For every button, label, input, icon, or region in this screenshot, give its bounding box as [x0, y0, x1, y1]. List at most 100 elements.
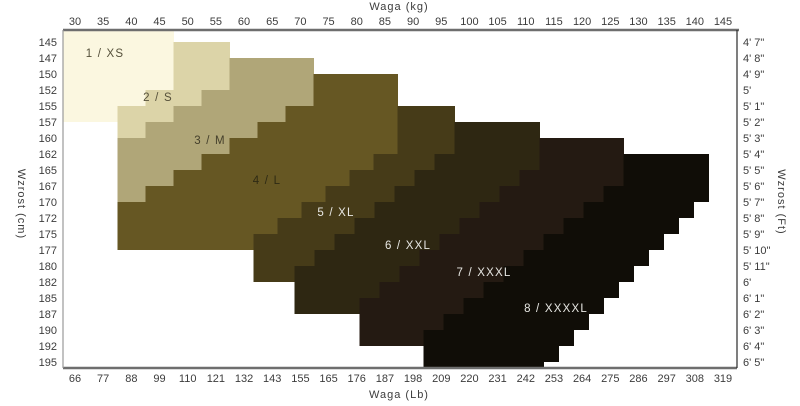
lb-tick-label: 88: [125, 373, 137, 385]
size-band-step: [539, 154, 624, 170]
size-band-step: [301, 202, 375, 218]
size-band-step: [62, 30, 174, 42]
size-band-step: [253, 250, 315, 266]
size-band-step: [423, 330, 574, 346]
ft-tick-label: 5' 1": [743, 101, 764, 113]
lb-tick-label: 66: [69, 373, 81, 385]
size-band-step: [334, 234, 440, 250]
kg-tick-label: 130: [629, 16, 647, 28]
ft-tick-label: 4' 8": [743, 53, 764, 65]
lb-tick-label: 99: [153, 373, 165, 385]
kg-tick-label: 80: [351, 16, 363, 28]
cm-tick-label: 187: [39, 309, 57, 321]
kg-tick-label: 140: [686, 16, 704, 28]
ft-tick-label: 5' 6": [743, 181, 764, 193]
kg-tick-label: 45: [153, 16, 165, 28]
size-band-step: [285, 106, 398, 122]
size-band-step: [373, 154, 435, 170]
size-band-step: [459, 218, 564, 234]
cm-tick-label: 165: [39, 165, 57, 177]
ft-tick-label: 5' 11": [743, 261, 770, 273]
size-band-xxxl: [359, 138, 624, 346]
size-band-xl: [253, 106, 455, 282]
kg-tick-label: 120: [573, 16, 591, 28]
size-band-step: [439, 234, 544, 250]
right-axis-ticks: 4' 7" 4' 8" 4' 9" 5' 5' 1" 5' 2" 5' 3" 5' 4" 5' …: [743, 37, 771, 369]
size-band-step: [499, 186, 604, 202]
size-band-m: [117, 58, 314, 202]
size-band-step: [277, 218, 355, 234]
cm-tick-label: 195: [39, 357, 57, 369]
size-band-labels: 1 / XS 2 / S 3 / M 4 / L 5 / XL 6 / XXL 7 / XX…: [86, 48, 588, 315]
kg-tick-label: 75: [322, 16, 334, 28]
kg-tick-label: 30: [69, 16, 81, 28]
kg-tick-label: 85: [379, 16, 391, 28]
lb-tick-label: 77: [97, 373, 109, 385]
ft-tick-label: 5' 9": [743, 229, 764, 241]
size-band-l: [117, 74, 398, 250]
ft-tick-label: 5' 7": [743, 197, 764, 209]
size-band-step: [463, 298, 604, 314]
size-band-step: [253, 234, 335, 250]
size-band-label: 2 / S: [143, 92, 173, 104]
size-band-step: [253, 266, 295, 282]
size-band-step: [434, 154, 540, 170]
lb-tick-label: 275: [601, 373, 619, 385]
size-band-step: [503, 266, 634, 282]
lb-tick-label: 143: [263, 373, 281, 385]
ft-tick-label: 6' 5": [743, 357, 764, 369]
ft-tick-label: 5' 2": [743, 117, 764, 129]
size-band-step: [543, 234, 664, 250]
kg-tick-label: 135: [657, 16, 675, 28]
bottom-axis-ticks: 66 77 88 99 110 121 132 143 155 165 176 187 198 209 22…: [69, 373, 732, 385]
cm-tick-label: 182: [39, 277, 57, 289]
size-bands: [62, 30, 709, 368]
cm-tick-label: 160: [39, 133, 57, 145]
cm-tick-label: 190: [39, 325, 57, 337]
ft-tick-label: 4' 7": [743, 37, 764, 49]
size-band-step: [62, 106, 118, 122]
size-band-step: [359, 314, 444, 330]
size-band-step: [623, 154, 709, 170]
size-band-step: [454, 138, 540, 154]
size-band-step: [117, 202, 303, 218]
lb-tick-label: 264: [573, 373, 591, 385]
size-band-step: [201, 90, 314, 106]
size-band-label: 8 / XXXXL: [524, 303, 588, 315]
size-band-step: [423, 362, 544, 368]
lb-tick-label: 297: [657, 373, 675, 385]
ft-tick-label: 5': [743, 85, 751, 97]
kg-tick-label: 110: [517, 16, 535, 28]
bottom-axis-title: Waga (Lb): [369, 389, 429, 401]
cm-tick-label: 152: [39, 85, 57, 97]
size-band-step: [117, 106, 174, 122]
size-band-step: [145, 186, 326, 202]
lb-tick-label: 187: [376, 373, 394, 385]
kg-tick-label: 60: [238, 16, 250, 28]
size-band-xs: [62, 30, 174, 122]
lb-tick-label: 165: [319, 373, 337, 385]
ft-tick-label: 6' 1": [743, 293, 764, 305]
cm-tick-label: 150: [39, 69, 57, 81]
size-band-step: [257, 122, 398, 138]
size-band-label: 5 / XL: [317, 207, 354, 219]
size-band-step: [397, 122, 455, 138]
kg-tick-label: 125: [601, 16, 619, 28]
ft-tick-label: 5' 10": [743, 245, 771, 257]
size-band-step: [623, 170, 709, 186]
size-band-step: [454, 122, 540, 138]
lb-tick-label: 132: [235, 373, 253, 385]
lb-tick-label: 319: [714, 373, 732, 385]
cm-tick-label: 175: [39, 229, 57, 241]
size-band-step: [294, 298, 360, 314]
kg-tick-label: 100: [460, 16, 478, 28]
size-band-step: [394, 186, 500, 202]
size-band-step: [313, 74, 398, 90]
cm-tick-label: 192: [39, 341, 57, 353]
kg-tick-label: 35: [97, 16, 109, 28]
size-band-label: 4 / L: [253, 175, 281, 187]
size-band-xxxxl: [423, 154, 709, 368]
kg-tick-label: 115: [545, 16, 563, 28]
size-band-label: 3 / M: [194, 135, 226, 147]
